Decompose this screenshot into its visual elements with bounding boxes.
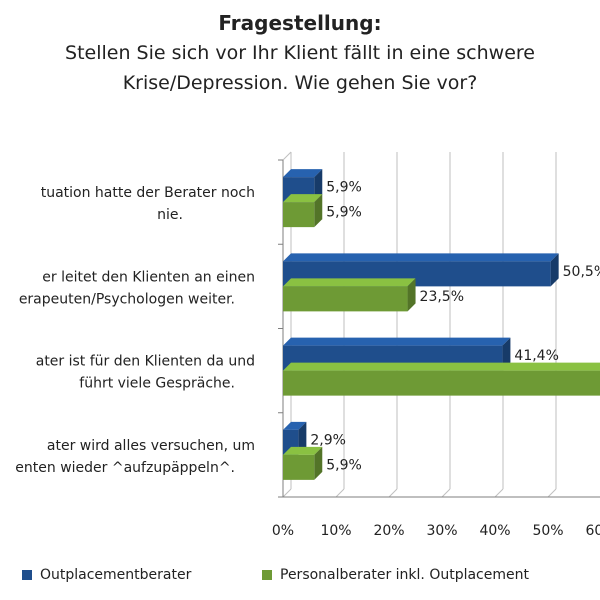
gridline-floor	[494, 488, 504, 498]
gridline-floor	[441, 488, 451, 498]
bar-side-face	[407, 278, 416, 312]
category-label: ater ist für den Klienten da und	[36, 354, 255, 370]
category-label: erapeuten/Psychologen weiter.	[19, 291, 235, 307]
legend-swatch-series1	[22, 570, 32, 580]
category-label: enten wieder ^aufzupäppeln^.	[15, 460, 235, 476]
gridline-floor	[388, 488, 398, 498]
legend-item-outplacementberater: Outplacementberater	[22, 567, 191, 583]
bar-side-face	[314, 446, 323, 480]
bar	[283, 370, 600, 396]
data-label: 5,9%	[326, 180, 362, 196]
data-label: 5,9%	[326, 457, 362, 473]
data-label: 50,5%	[563, 264, 600, 280]
bar-top-face	[283, 278, 416, 287]
wall-top-edge	[282, 151, 292, 161]
x-tick-label: 20%	[373, 523, 404, 539]
category-label: ater wird alles versuchen, um	[47, 438, 255, 454]
category-label: er leitet den Klienten an einen	[42, 269, 255, 285]
x-tick-label: 0%	[272, 523, 294, 539]
gridline-floor	[547, 488, 557, 498]
legend-item-personalberater: Personalberater inkl. Outplacement	[262, 567, 529, 583]
category-label: tuation hatte der Berater noch	[41, 185, 255, 201]
category-label: führt viele Gespräche.	[79, 376, 235, 392]
category-label: nie.	[157, 207, 183, 223]
bar-chart: 0% 10% 20% 30% 40% 50% 60% tuation hatte der Be…	[15, 151, 600, 539]
data-label: 5,9%	[326, 205, 362, 221]
bar-side-face	[298, 421, 307, 455]
bar-side-face	[314, 169, 323, 203]
x-tick-label: 10%	[320, 523, 351, 539]
data-label: 2,9%	[310, 432, 346, 448]
chart-heading: Fragestellung:	[218, 11, 382, 35]
floor-edge	[282, 488, 292, 498]
x-tick-label: 30%	[426, 523, 457, 539]
data-label: 41,4%	[514, 348, 558, 364]
legend-label-series2: Personalberater inkl. Outplacement	[280, 567, 529, 583]
bar-top-face	[283, 169, 323, 178]
bar-side-face	[550, 253, 559, 287]
x-tick-label: 50%	[532, 523, 563, 539]
bar	[283, 202, 315, 228]
bar-side-face	[502, 337, 511, 371]
chart-question-line-1: Stellen Sie sich vor Ihr Klient fällt in…	[65, 42, 535, 64]
bar-top-face	[283, 194, 323, 203]
bar-top-face	[283, 446, 323, 455]
x-tick-label: 60%	[585, 523, 600, 539]
bar-top-face	[283, 421, 307, 430]
legend-swatch-series2	[262, 570, 272, 580]
legend-label-series1: Outplacementberater	[40, 567, 192, 583]
bar-top-face	[283, 253, 559, 262]
bar	[283, 286, 408, 312]
bar-top-face	[283, 362, 600, 371]
bar-side-face	[314, 194, 323, 228]
gridline-floor	[335, 488, 345, 498]
chart-question-line-2: Krise/Depression. Wie gehen Sie vor?	[122, 72, 478, 94]
data-label: 23,5%	[420, 289, 464, 305]
bar-top-face	[283, 337, 511, 346]
x-tick-label: 40%	[479, 523, 510, 539]
chart-title: Fragestellung: Stellen Sie sich vor Ihr …	[0, 8, 600, 98]
bar	[283, 454, 315, 480]
